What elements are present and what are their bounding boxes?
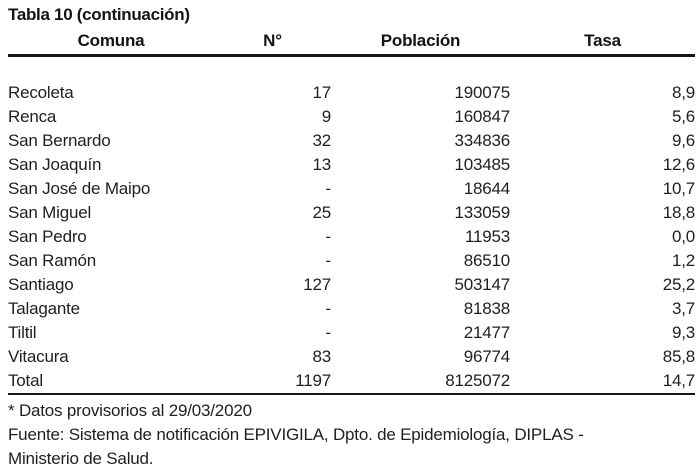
- table-row: San Pedro - 11953 0,0: [8, 225, 695, 249]
- table-row: San Miguel 25 133059 18,8: [8, 201, 695, 225]
- footnote-provisional: * Datos provisorios al 29/03/2020: [8, 401, 252, 420]
- cell-comuna: Renca: [8, 107, 57, 126]
- table-row: San Ramón - 86510 1,2: [8, 249, 695, 273]
- cell-poblacion: 190075: [454, 83, 510, 102]
- cell-comuna: Recoleta: [8, 83, 74, 102]
- cell-poblacion: 11953: [464, 227, 510, 246]
- total-poblacion: 8125072: [331, 369, 510, 395]
- cell-numero: -: [325, 251, 331, 270]
- column-header-comuna: Comuna: [8, 28, 214, 57]
- cell-numero: 17: [312, 83, 331, 102]
- table-row: San Bernardo 32 334836 9,6: [8, 129, 695, 153]
- cell-poblacion: 21477: [463, 323, 510, 342]
- cell-poblacion: 103485: [454, 155, 510, 174]
- table-body: Recoleta 17 190075 8,9 Renca 9 160847 5,…: [8, 56, 695, 370]
- document-page: Tabla 10 (continuación) Comuna N° Poblac…: [0, 4, 700, 469]
- cell-tasa: 5,6: [671, 107, 695, 126]
- cell-comuna: San José de Maipo: [8, 179, 151, 198]
- cell-comuna: Tiltil: [8, 323, 37, 342]
- table-row: Santiago 127 503147 25,2: [8, 273, 695, 297]
- total-row: Total 1197 8125072 14,7: [8, 369, 695, 395]
- footnote-source: Fuente: Sistema de notificación EPIVIGIL…: [8, 425, 584, 444]
- cell-poblacion: 160847: [454, 107, 510, 126]
- cell-numero: 32: [312, 131, 331, 150]
- footnotes: * Datos provisorios al 29/03/2020 Fuente…: [8, 399, 700, 469]
- total-tasa: 14,7: [510, 369, 695, 395]
- cell-comuna: San Bernardo: [8, 131, 111, 150]
- cell-tasa: 85,8: [662, 347, 695, 366]
- table-row: San José de Maipo - 18644 10,7: [8, 177, 695, 201]
- table-row: Tiltil - 21477 9,3: [8, 321, 695, 345]
- cell-numero: 83: [312, 347, 331, 366]
- cell-numero: -: [325, 299, 331, 318]
- header-row: Comuna N° Población Tasa: [8, 28, 695, 57]
- cell-tasa: 0,0: [671, 227, 695, 246]
- cell-numero: -: [325, 179, 331, 198]
- cell-comuna: San Ramón: [8, 251, 96, 270]
- table-title: Tabla 10 (continuación): [8, 5, 190, 24]
- cell-numero: 13: [312, 155, 331, 174]
- cell-tasa: 9,6: [671, 131, 695, 150]
- cell-tasa: 9,3: [671, 323, 695, 342]
- cell-comuna: San Miguel: [8, 203, 92, 222]
- cell-tasa: 12,6: [662, 155, 695, 174]
- cell-poblacion: 334836: [454, 131, 510, 150]
- cell-comuna: San Joaquín: [8, 155, 102, 174]
- comuna-data-table: Comuna N° Población Tasa Recoleta 17 190…: [8, 28, 695, 395]
- cell-poblacion: 96774: [463, 347, 510, 366]
- cell-poblacion: 18644: [463, 179, 510, 198]
- table-row: Renca 9 160847 5,6: [8, 105, 695, 129]
- cell-numero: -: [325, 323, 331, 342]
- cell-comuna: San Pedro: [8, 227, 87, 246]
- table-row: Talagante - 81838 3,7: [8, 297, 695, 321]
- column-header-poblacion: Población: [331, 28, 510, 57]
- cell-comuna: Santiago: [8, 275, 74, 294]
- table-row: Recoleta 17 190075 8,9: [8, 81, 695, 105]
- table-row: San Joaquín 13 103485 12,6: [8, 153, 695, 177]
- cell-numero: 9: [321, 107, 331, 126]
- total-label: Total: [8, 369, 214, 395]
- cell-numero: -: [325, 227, 331, 246]
- cell-tasa: 10,7: [662, 179, 695, 198]
- cell-tasa: 1,2: [671, 251, 695, 270]
- cell-tasa: 25,2: [662, 275, 695, 294]
- spacer-row: [8, 56, 695, 82]
- cell-comuna: Talagante: [8, 299, 80, 318]
- column-header-tasa: Tasa: [510, 28, 695, 57]
- spacer-cell: [8, 56, 695, 82]
- cell-numero: 127: [303, 275, 331, 294]
- cell-tasa: 18,8: [662, 203, 695, 222]
- footnote-source-cont: Ministerio de Salud.: [8, 449, 154, 468]
- cell-poblacion: 81838: [463, 299, 510, 318]
- cell-poblacion: 133059: [454, 203, 510, 222]
- table-row: Vitacura 83 96774 85,8: [8, 345, 695, 369]
- cell-tasa: 8,9: [671, 83, 695, 102]
- cell-poblacion: 86510: [463, 251, 510, 270]
- cell-poblacion: 503147: [454, 275, 510, 294]
- column-header-numero: N°: [214, 28, 331, 57]
- cell-numero: 25: [312, 203, 331, 222]
- cell-tasa: 3,7: [671, 299, 695, 318]
- total-numero: 1197: [214, 369, 331, 395]
- cell-comuna: Vitacura: [8, 347, 69, 366]
